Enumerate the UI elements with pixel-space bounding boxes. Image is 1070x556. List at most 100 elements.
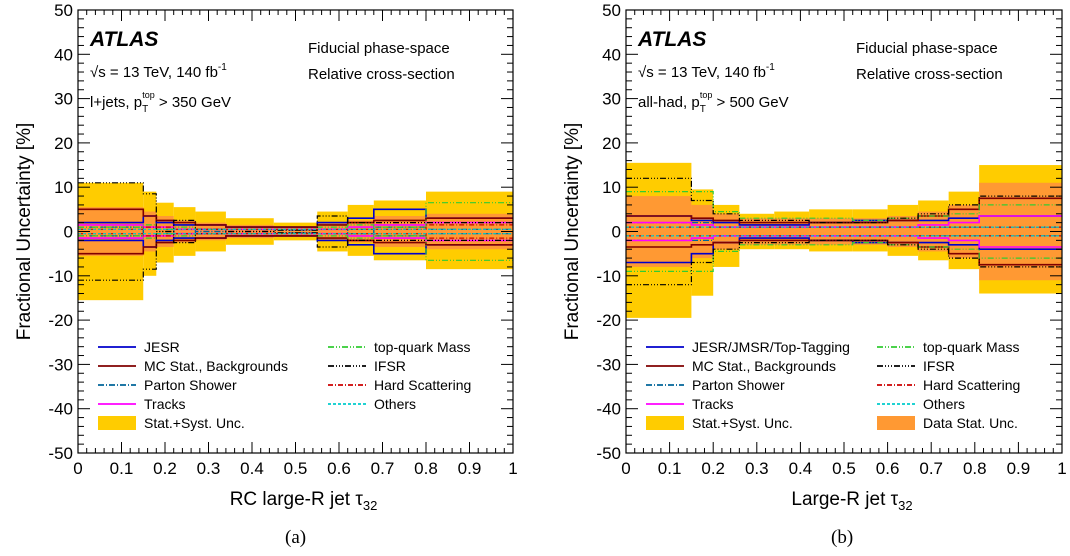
- x-tick-label: 0.3: [197, 459, 221, 478]
- band-bin: [713, 213, 740, 250]
- y-axis-title: Fractional Uncertainty [%]: [562, 123, 583, 341]
- x-tick-label: 0: [621, 459, 630, 478]
- y-axis: -50 -40 -30 -20 -10 0 10 20 30 40 50: [48, 1, 513, 463]
- legend-label: IFSR: [923, 358, 955, 374]
- x-tick-label: 0.1: [110, 459, 134, 478]
- series-line-down: [78, 182, 513, 248]
- y-tick-label: 20: [602, 134, 621, 153]
- series-line-down: [78, 235, 513, 255]
- legend-label: top-quark Mass: [923, 339, 1019, 355]
- legend-label: Stat.+Syst. Unc.: [144, 415, 245, 431]
- legend-swatch: [98, 416, 136, 430]
- atlas-label: ATLAS: [637, 28, 706, 51]
- x-axis: 0 0.1 0.2 0.3 0.4 0.5 0.6 0.7 0.8 0.9 1: [73, 10, 518, 478]
- info-line-2: Relative cross-section: [308, 66, 455, 83]
- x-tick-label: 0.6: [327, 459, 351, 478]
- y-tick-label: -10: [48, 267, 73, 286]
- series-mc-stat-backgrounds: [626, 197, 1062, 266]
- selection-label: all-had, pTtop > 500 GeV: [638, 90, 789, 115]
- series-line-down: [626, 239, 1062, 266]
- series-mc-stat-backgrounds: [78, 208, 513, 255]
- legend-label: Others: [374, 396, 416, 412]
- legend-label: Data Stat. Unc.: [923, 415, 1018, 431]
- y-tick-label: 30: [602, 90, 621, 109]
- x-tick-label: 0.3: [745, 459, 769, 478]
- x-tick-label: 0.9: [1007, 459, 1031, 478]
- energy-label: √s = 13 TeV, 140 fb-1: [638, 62, 775, 81]
- info-line-1: Fiducial phase-space: [308, 40, 450, 57]
- y-tick-label: 40: [602, 45, 621, 64]
- x-axis-title: RC large-R jet τ32: [230, 489, 378, 513]
- legend-label: top-quark Mass: [374, 339, 470, 355]
- y-tick-label: 0: [612, 223, 621, 242]
- x-tick-label: 0.7: [919, 459, 943, 478]
- chart-panel-a: 0 0.1 0.2 0.3 0.4 0.5 0.6 0.7 0.8 0.9 1 -50 -40 -30 -2…: [14, 1, 518, 513]
- series-others: [78, 228, 513, 235]
- energy-label: √s = 13 TeV, 140 fb-1: [90, 62, 227, 81]
- y-tick-label: -40: [48, 400, 73, 419]
- band-bin: [691, 204, 714, 259]
- y-tick-label: 10: [602, 178, 621, 197]
- x-tick-label: 0.7: [371, 459, 395, 478]
- series-ifsr: [78, 182, 513, 281]
- series-others: [626, 226, 1062, 237]
- y-axis-title: Fractional Uncertainty [%]: [14, 123, 35, 341]
- caption-a: (a): [285, 527, 307, 548]
- x-tick-label: 0.5: [832, 459, 856, 478]
- legend-label: Tracks: [144, 396, 185, 412]
- x-tick-label: 0.6: [876, 459, 900, 478]
- x-tick-label: 0.8: [414, 459, 438, 478]
- series-line-up: [78, 215, 513, 281]
- x-tick-label: 0.8: [963, 459, 987, 478]
- legend: JESR MC Stat., Backgrounds Parton Shower Tr…: [98, 339, 471, 431]
- legend: JESR/JMSR/Top-Tagging MC Stat., Backgroun…: [646, 339, 1020, 431]
- y-tick-label: -30: [596, 355, 621, 374]
- band-bin: [273, 227, 318, 236]
- y-tick-label: 0: [64, 223, 73, 242]
- caption-b: (b): [831, 527, 854, 548]
- info-line-1: Fiducial phase-space: [856, 40, 998, 57]
- legend-label: JESR/JMSR/Top-Tagging: [692, 339, 850, 355]
- x-tick-label: 0.1: [658, 459, 682, 478]
- y-tick-label: -50: [48, 444, 73, 463]
- series-line-up: [626, 177, 1062, 224]
- legend-label: JESR: [144, 339, 180, 355]
- legend-label: Hard Scattering: [374, 377, 471, 393]
- y-tick-label: -20: [596, 311, 621, 330]
- selection-label: l+jets, pTtop > 350 GeV: [90, 90, 231, 115]
- x-tick-label: 0.5: [284, 459, 308, 478]
- band-bin: [347, 220, 374, 243]
- band-bin: [195, 222, 226, 241]
- x-tick-label: 0.9: [458, 459, 482, 478]
- legend-label: Hard Scattering: [923, 377, 1020, 393]
- info-line-2: Relative cross-section: [856, 66, 1003, 83]
- y-axis: -50 -40 -30 -20 -10 0 10 20 30 40 50: [596, 1, 1062, 463]
- series-ifsr: [626, 177, 1062, 286]
- band-bin: [173, 220, 196, 243]
- y-tick-label: -50: [596, 444, 621, 463]
- atlas-label: ATLAS: [89, 28, 158, 51]
- legend-swatch: [877, 416, 915, 430]
- legend-label: Parton Shower: [144, 377, 237, 393]
- legend-swatch: [646, 416, 684, 430]
- legend-label: Parton Shower: [692, 377, 785, 393]
- y-tick-label: 50: [602, 1, 621, 20]
- y-tick-label: 20: [54, 134, 73, 153]
- band-bin: [143, 211, 157, 252]
- x-tick-label: 0.2: [701, 459, 725, 478]
- x-axis-title: Large-R jet τ32: [791, 489, 912, 513]
- legend-label: Stat.+Syst. Unc.: [692, 415, 793, 431]
- legend-label: Others: [923, 396, 965, 412]
- y-tick-label: 50: [54, 1, 73, 20]
- y-tick-label: 40: [54, 45, 73, 64]
- x-tick-label: 0: [73, 459, 82, 478]
- band-bin: [426, 213, 513, 250]
- y-tick-label: 10: [54, 178, 73, 197]
- x-tick-label: 0.2: [153, 459, 177, 478]
- band-bin: [156, 215, 174, 248]
- legend-label: MC Stat., Backgrounds: [144, 358, 288, 374]
- series-line-up: [78, 208, 513, 228]
- y-tick-label: 30: [54, 90, 73, 109]
- legend-label: IFSR: [374, 358, 406, 374]
